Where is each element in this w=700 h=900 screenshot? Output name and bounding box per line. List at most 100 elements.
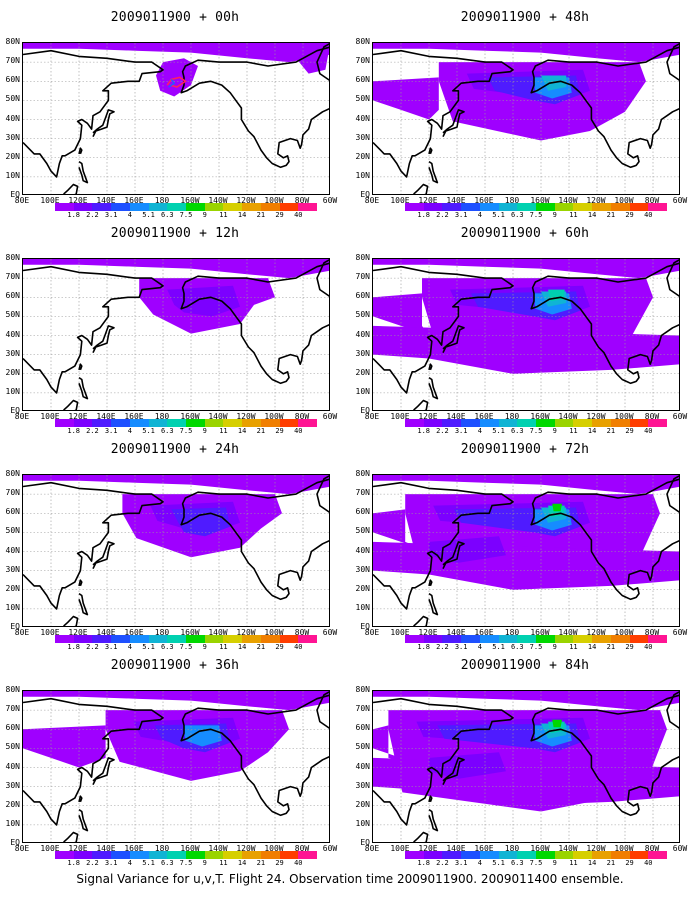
forecast-panel: 2009011900 + 24h 80N 70N 60N 50N 40N 30N 20N 10N… (0, 434, 350, 656)
panel-title: 2009011900 + 00h (110, 10, 240, 25)
variance-contour (23, 691, 329, 711)
coastline (373, 49, 514, 178)
colorbar-label: 29 (275, 427, 284, 435)
colorbar-label: 7.5 (529, 859, 543, 867)
colorbar-swatch (554, 419, 574, 427)
longitude-label: 100E (40, 628, 60, 637)
coastline (373, 265, 514, 394)
colorbar-swatch (148, 419, 168, 427)
colorbar-label: 1.8 (417, 211, 431, 219)
longitude-label: 120W (236, 628, 256, 637)
colorbar-swatch (498, 851, 518, 859)
coastline (316, 691, 329, 729)
colorbar-swatch (610, 419, 631, 427)
colorbar-swatch (298, 851, 318, 859)
colorbar-label: 6.3 (160, 427, 174, 435)
latitude-label: 70N (5, 56, 20, 66)
colorbar-swatch (223, 851, 243, 859)
latitude-label: 50N (5, 526, 20, 536)
figure-caption: Signal Variance for u,v,T. Flight 24. Ob… (76, 872, 624, 886)
colorbar (55, 851, 318, 861)
colorbar-swatch (536, 635, 556, 643)
colorbar-swatch (186, 419, 206, 427)
colorbar-label: 21 (256, 427, 266, 435)
colorbar-label: 6.3 (160, 211, 174, 219)
longitude-label: 160W (530, 628, 550, 637)
colorbar-label: 14 (237, 643, 247, 651)
coastline (428, 160, 439, 184)
colorbar-swatch (648, 203, 668, 211)
longitude-label: 140W (558, 412, 578, 421)
latitude-label: EQ (360, 838, 370, 847)
colorbar-label: 7.5 (179, 643, 193, 651)
colorbar-swatch (423, 203, 443, 211)
longitude-label: 180 (154, 412, 170, 421)
longitude-label: 140E (96, 412, 116, 421)
longitude-label: 180 (504, 628, 520, 637)
longitude-label: 100E (390, 412, 410, 421)
colorbar (405, 203, 668, 213)
colorbar-label: 6.3 (160, 859, 174, 867)
variance-contour (552, 503, 562, 512)
colorbar-swatch (648, 635, 668, 643)
map-canvas (373, 475, 679, 626)
colorbar-label: 1.8 (417, 427, 431, 435)
coastline (316, 259, 329, 297)
colorbar (55, 635, 318, 645)
variance-contour (373, 43, 679, 63)
colorbar-label: 7.5 (529, 643, 543, 651)
latitude-label: 50N (5, 94, 20, 104)
colorbar-label: 4 (127, 859, 132, 867)
coastline (373, 697, 514, 826)
colorbar-label: 2.2 (86, 211, 99, 219)
coastline (428, 592, 439, 616)
longitude-label: 140W (558, 628, 578, 637)
colorbar-swatch (55, 635, 75, 643)
variance-map (22, 690, 330, 843)
variance-map (22, 258, 330, 411)
colorbar-swatch (461, 851, 481, 859)
colorbar-swatch (298, 419, 318, 427)
longitude-label: 120E (418, 628, 438, 637)
forecast-panel: 2009011900 + 60h 80N 70N 60N 50N 40N 30N 20N 10N… (350, 218, 700, 440)
latitude-label: 30N (355, 780, 370, 790)
colorbar-label: 29 (625, 211, 634, 219)
map-canvas (23, 691, 329, 842)
coastline (180, 694, 329, 817)
colorbar-swatch (629, 851, 649, 859)
coastline (530, 478, 679, 601)
coastline (23, 481, 164, 610)
colorbar-label: 5.1 (492, 643, 505, 651)
coastline (442, 757, 465, 786)
longitude-label: 120W (236, 196, 256, 205)
panel-title: 2009011900 + 84h (460, 658, 590, 673)
coastline (63, 615, 79, 626)
colorbar-swatch (55, 203, 75, 211)
map-canvas (373, 259, 679, 410)
colorbar-swatch (148, 635, 168, 643)
colorbar-swatch (279, 203, 299, 211)
coastline (92, 757, 115, 786)
colorbar-label: 40 (644, 211, 653, 219)
colorbar-swatch (629, 635, 649, 643)
colorbar-label: 14 (237, 859, 247, 867)
longitude-label: 60W (322, 412, 338, 421)
longitude-label: 100W (264, 412, 284, 421)
longitude-label: 100E (40, 844, 60, 853)
longitude-label: 120W (236, 844, 256, 853)
latitude-label: 80N (5, 685, 20, 694)
colorbar-label: 21 (606, 859, 616, 867)
colorbar-swatch (498, 635, 518, 643)
colorbar-swatch (55, 419, 75, 427)
colorbar-label: 11 (219, 643, 228, 651)
colorbar-label: 1.8 (67, 427, 81, 435)
colorbar-label: 11 (569, 859, 578, 867)
colorbar-label: 6.3 (510, 643, 524, 651)
colorbar (405, 635, 668, 645)
colorbar-label: 29 (275, 643, 284, 651)
colorbar-label: 14 (587, 859, 597, 867)
colorbar-label: 2.2 (436, 643, 449, 651)
longitude-label: 120W (236, 412, 256, 421)
colorbar-swatch (592, 203, 612, 211)
colorbar-label: 4 (477, 859, 482, 867)
